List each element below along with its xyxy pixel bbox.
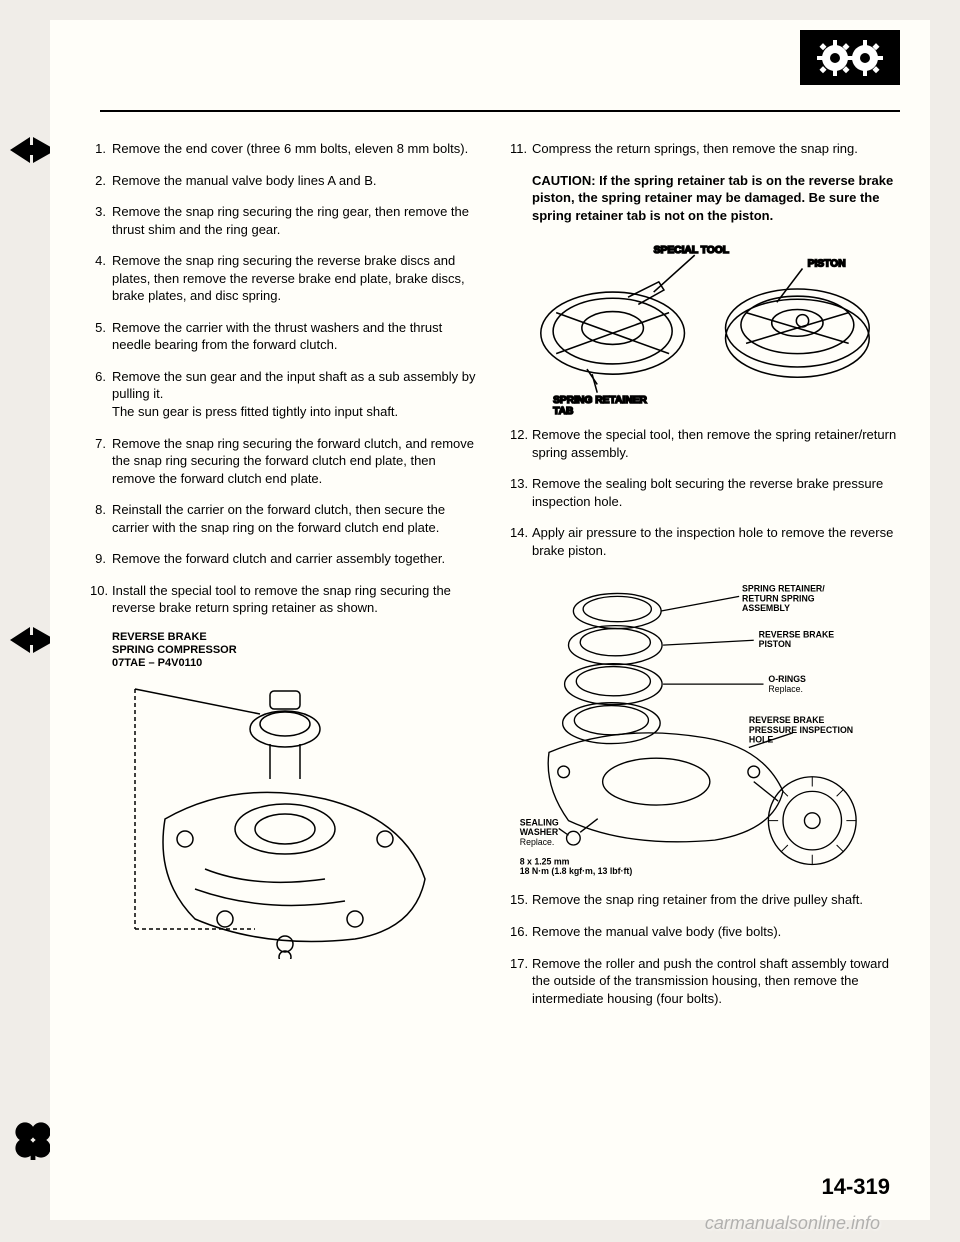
page-number: 14-319 — [821, 1174, 890, 1200]
label-piston: PISTON — [808, 259, 846, 270]
label-spring-retainer3: ASSEMBLY — [742, 603, 790, 613]
figure-special-tool: SPECIAL TOOL PISTON — [510, 238, 900, 418]
label-retainer-tab: SPRING RETAINER — [553, 395, 647, 406]
step-item: 2.Remove the manual valve body lines A a… — [90, 172, 480, 190]
label-retainer-tab2: TAB — [553, 406, 573, 417]
step-number: 14. — [510, 524, 532, 559]
step-text: Reinstall the carrier on the forward clu… — [112, 501, 480, 536]
watermark-text: carmanualsonline.info — [705, 1213, 880, 1234]
manual-page: 1.Remove the end cover (three 6 mm bolts… — [50, 20, 930, 1220]
step-item: 17.Remove the roller and push the contro… — [510, 955, 900, 1008]
figure-compressor — [90, 679, 480, 959]
step-item: 5.Remove the carrier with the thrust was… — [90, 319, 480, 354]
label-inspection3: HOLE — [749, 735, 774, 745]
label-sealing2: WASHER — [520, 828, 559, 838]
step-item: 6.Remove the sun gear and the input shaf… — [90, 368, 480, 421]
step-number: 5. — [90, 319, 112, 354]
label-sealing3: Replace. — [520, 837, 555, 847]
label-rev-brake-piston: REVERSE BRAKE — [759, 630, 835, 640]
step-number: 3. — [90, 203, 112, 238]
step-number: 6. — [90, 368, 112, 421]
step-number: 11. — [510, 140, 532, 158]
step-item: 9.Remove the forward clutch and carrier … — [90, 550, 480, 568]
step-number: 16. — [510, 923, 532, 941]
step-text: Remove the manual valve body (five bolts… — [532, 923, 900, 941]
label-torque: 8 x 1.25 mm — [520, 857, 570, 867]
step-item: 7.Remove the snap ring securing the forw… — [90, 435, 480, 488]
step-text: Remove the manual valve body lines A and… — [112, 172, 480, 190]
horizontal-divider — [100, 110, 900, 112]
label-orings2: Replace. — [768, 684, 803, 694]
step-number: 10. — [90, 582, 112, 617]
caution-block: CAUTION: If the spring retainer tab is o… — [532, 172, 900, 225]
step-number: 1. — [90, 140, 112, 158]
step-text: Remove the roller and push the control s… — [532, 955, 900, 1008]
step-text: Remove the forward clutch and carrier as… — [112, 550, 480, 568]
step-item: 12.Remove the special tool, then remove … — [510, 426, 900, 461]
label-rev-brake-piston2: PISTON — [759, 640, 791, 650]
step-text: Remove the sun gear and the input shaft … — [112, 368, 480, 421]
label-sealing: SEALING — [520, 818, 559, 828]
step-item: 13.Remove the sealing bolt securing the … — [510, 475, 900, 510]
step-item: 16.Remove the manual valve body (five bo… — [510, 923, 900, 941]
step-text: Remove the carrier with the thrust washe… — [112, 319, 480, 354]
step-text: Remove the snap ring securing the ring g… — [112, 203, 480, 238]
step-number: 2. — [90, 172, 112, 190]
step-number: 13. — [510, 475, 532, 510]
gear-badge-icon — [800, 30, 900, 85]
step-number: 17. — [510, 955, 532, 1008]
label-torque2: 18 N·m (1.8 kgf·m, 13 lbf·ft) — [520, 867, 633, 877]
step-item: 15.Remove the snap ring retainer from th… — [510, 891, 900, 909]
label-inspection: REVERSE BRAKE — [749, 716, 825, 726]
step-number: 9. — [90, 550, 112, 568]
step-text: Apply air pressure to the inspection hol… — [532, 524, 900, 559]
step-text: Remove the end cover (three 6 mm bolts, … — [112, 140, 480, 158]
step-text: Install the special tool to remove the s… — [112, 582, 480, 617]
label-spring-retainer2: RETURN SPRING — [742, 594, 815, 604]
step-text: Remove the snap ring securing the forwar… — [112, 435, 480, 488]
step-item: 1.Remove the end cover (three 6 mm bolts… — [90, 140, 480, 158]
step-item: 8.Reinstall the carrier on the forward c… — [90, 501, 480, 536]
step-text: Remove the snap ring securing the revers… — [112, 252, 480, 305]
label-orings: O-RINGS — [768, 675, 806, 685]
step-item: 14.Apply air pressure to the inspection … — [510, 524, 900, 559]
step-item: 4.Remove the snap ring securing the reve… — [90, 252, 480, 305]
caution-text: CAUTION: If the spring retainer tab is o… — [532, 172, 900, 225]
figure-exploded-view: SPRING RETAINER/ RETURN SPRING ASSEMBLY … — [510, 573, 900, 883]
step-text: Remove the snap ring retainer from the d… — [532, 891, 900, 909]
step-text: Remove the special tool, then remove the… — [532, 426, 900, 461]
figure-label: REVERSE BRAKE SPRING COMPRESSOR 07TAE – … — [112, 631, 480, 671]
step-text: Compress the return springs, then remove… — [532, 140, 900, 158]
left-column: 1.Remove the end cover (three 6 mm bolts… — [90, 140, 480, 1021]
step-number: 12. — [510, 426, 532, 461]
two-column-content: 1.Remove the end cover (three 6 mm bolts… — [90, 140, 900, 1021]
label-special-tool: SPECIAL TOOL — [654, 245, 729, 256]
step-number: 15. — [510, 891, 532, 909]
step-item: 11.Compress the return springs, then rem… — [510, 140, 900, 158]
step-item: 3.Remove the snap ring securing the ring… — [90, 203, 480, 238]
step-number: 4. — [90, 252, 112, 305]
label-spring-retainer: SPRING RETAINER/ — [742, 584, 825, 594]
step-number: 7. — [90, 435, 112, 488]
label-inspection2: PRESSURE INSPECTION — [749, 725, 853, 735]
right-column: 11.Compress the return springs, then rem… — [510, 140, 900, 1021]
step-number: 8. — [90, 501, 112, 536]
step-text: Remove the sealing bolt securing the rev… — [532, 475, 900, 510]
step-item: 10.Install the special tool to remove th… — [90, 582, 480, 617]
